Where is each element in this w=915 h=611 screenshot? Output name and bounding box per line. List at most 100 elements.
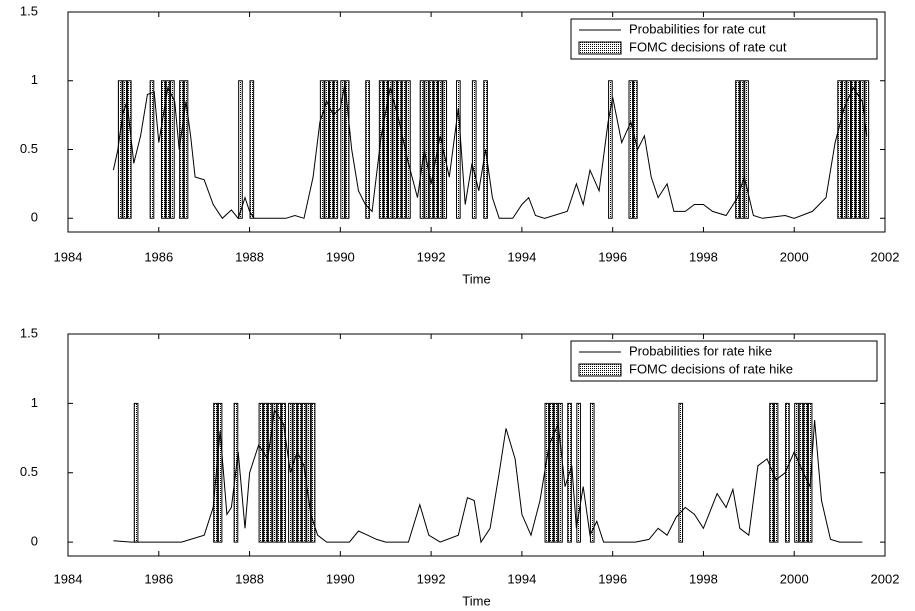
x-tick-label: 1994	[507, 571, 536, 586]
x-tick-label: 2000	[780, 249, 809, 264]
x-axis-label: Time	[462, 593, 490, 608]
x-tick-label: 1992	[417, 571, 446, 586]
y-tick-label: 0	[31, 210, 38, 225]
decision-bar	[406, 80, 411, 219]
x-tick-label: 1990	[326, 249, 355, 264]
x-tick-label: 1996	[598, 249, 627, 264]
x-tick-label: 1998	[689, 249, 718, 264]
x-tick-label: 1992	[417, 249, 446, 264]
decision-bar	[798, 402, 804, 543]
decision-bar	[794, 402, 799, 543]
y-tick-label: 1.5	[20, 325, 38, 340]
legend-swatch	[578, 363, 622, 377]
decision-bar	[864, 80, 870, 219]
decision-bar	[392, 80, 398, 219]
decision-bar	[608, 80, 613, 219]
decision-bar	[238, 80, 243, 219]
decision-bar	[855, 80, 861, 219]
x-tick-label: 1990	[326, 571, 355, 586]
decision-bar	[292, 402, 298, 543]
decision-bar	[785, 402, 790, 543]
decision-bar	[633, 80, 638, 219]
decision-bar	[183, 80, 189, 219]
decision-bar	[807, 402, 813, 543]
decision-bar	[744, 80, 749, 219]
decision-bar	[122, 80, 128, 219]
decision-bar	[471, 80, 477, 219]
decision-bar	[249, 80, 255, 219]
decision-bar	[773, 402, 779, 543]
x-tick-label: 2000	[780, 571, 809, 586]
decision-bar	[217, 402, 223, 543]
y-tick-label: 0.5	[20, 141, 38, 156]
x-tick-label: 1984	[54, 571, 83, 586]
decision-bar	[328, 80, 334, 219]
legend-swatch	[578, 41, 622, 55]
decision-bar	[739, 80, 745, 219]
decision-bar	[841, 80, 847, 219]
decision-bar	[297, 402, 302, 543]
decision-bar	[319, 80, 325, 219]
legend-box	[570, 18, 878, 60]
x-tick-label: 2002	[871, 571, 900, 586]
decision-bar	[310, 402, 316, 543]
decision-bar	[428, 80, 434, 219]
decision-bar	[424, 80, 429, 219]
decision-bar	[850, 80, 856, 219]
decision-bar	[333, 80, 339, 219]
legend-box	[570, 340, 878, 382]
legend-label: Probabilities for rate hike	[629, 343, 772, 358]
x-tick-label: 1986	[144, 249, 173, 264]
decision-bar	[846, 80, 852, 219]
decision-bar	[553, 402, 559, 543]
decision-bar	[437, 80, 443, 219]
legend-label: Probabilities for rate cut	[629, 21, 766, 36]
decision-bar	[161, 80, 166, 219]
x-tick-label: 1988	[235, 249, 264, 264]
legend-label: FOMC decisions of rate hike	[629, 361, 793, 376]
decision-bar	[149, 80, 155, 219]
y-tick-label: 1	[31, 72, 38, 87]
y-tick-label: 0	[31, 534, 38, 549]
decision-bar	[859, 80, 865, 219]
decision-bar	[126, 80, 132, 219]
x-tick-label: 1984	[54, 249, 83, 264]
decision-bar	[558, 402, 563, 543]
decision-bar	[272, 402, 277, 543]
decision-bar	[803, 402, 808, 543]
decision-bar	[344, 80, 350, 219]
decision-bar	[544, 402, 550, 543]
probability-line	[112, 83, 868, 220]
decision-bar	[133, 402, 139, 543]
decision-bar	[433, 80, 438, 219]
decision-bar	[419, 80, 425, 219]
x-tick-label: 1988	[235, 571, 264, 586]
x-axis-label: Time	[462, 271, 490, 286]
decision-bar	[387, 80, 393, 219]
decision-bar	[281, 402, 286, 543]
decision-bar	[117, 80, 123, 219]
decision-bar	[165, 80, 171, 219]
decision-bar	[628, 80, 634, 219]
y-tick-label: 1	[31, 395, 38, 410]
legend-label: FOMC decisions of rate cut	[629, 39, 787, 54]
decision-bar	[589, 402, 595, 543]
x-tick-label: 2002	[871, 249, 900, 264]
decision-bar	[258, 402, 264, 543]
decision-bar	[549, 402, 554, 543]
decision-bar	[383, 80, 389, 219]
decision-bar	[365, 80, 370, 219]
decision-bar	[456, 80, 461, 219]
decision-bar	[735, 80, 740, 219]
decision-bar	[340, 80, 345, 219]
x-tick-label: 1986	[144, 571, 173, 586]
decision-bar	[179, 80, 184, 219]
decision-bar	[837, 80, 842, 219]
x-tick-label: 1998	[689, 571, 718, 586]
decision-bar	[276, 402, 282, 543]
decision-bar	[213, 402, 218, 543]
decision-bar	[170, 80, 175, 219]
decision-bar	[576, 402, 581, 543]
decision-bar	[397, 80, 402, 219]
